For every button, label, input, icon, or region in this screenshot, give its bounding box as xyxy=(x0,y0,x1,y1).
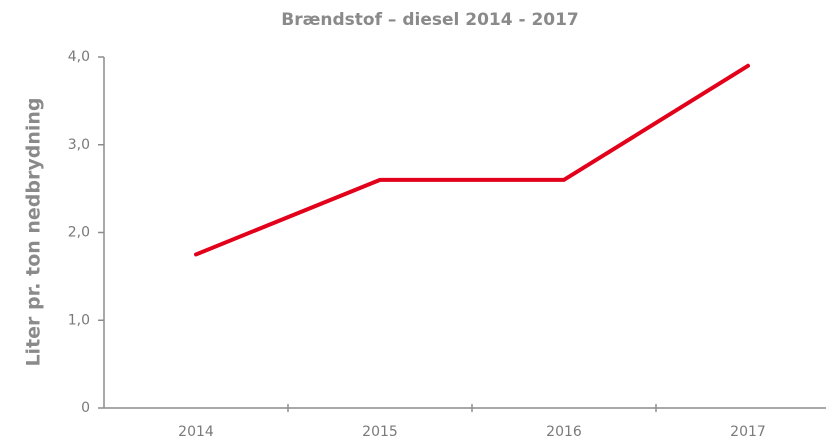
y-tick-label: 1,0 xyxy=(68,312,90,328)
y-tick-label: 3,0 xyxy=(68,137,90,153)
y-tick-label: 2,0 xyxy=(68,225,90,241)
line-series xyxy=(194,63,750,257)
y-axis-label: Liter pr. ton nedbrydning xyxy=(23,97,45,366)
x-tick-label: 2017 xyxy=(730,424,766,440)
y-tick-label: 0 xyxy=(81,400,90,416)
x-tick-label: 2015 xyxy=(362,424,398,440)
x-tick-label: 2014 xyxy=(178,424,214,440)
y-tick-label: 4,0 xyxy=(68,49,90,65)
chart-title: Brændstof – diesel 2014 - 2017 xyxy=(281,10,579,30)
x-tick-label: 2016 xyxy=(546,424,582,440)
